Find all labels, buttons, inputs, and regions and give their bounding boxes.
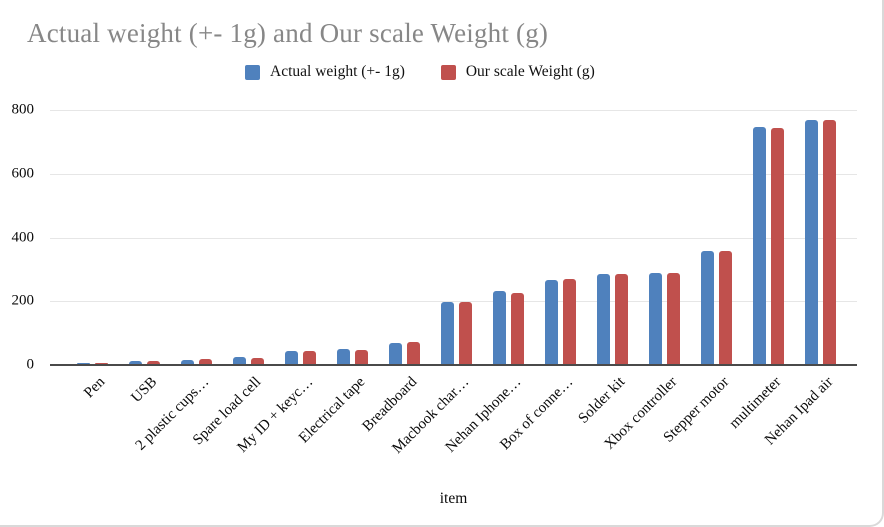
x-axis-labels: Pen USB 2 plastic cups… Spare load cell My I… xyxy=(66,365,846,485)
bar-group xyxy=(690,110,742,364)
bar xyxy=(596,274,610,364)
bar xyxy=(718,251,732,364)
legend-label-our-scale: Our scale Weight (g) xyxy=(465,63,595,80)
bar xyxy=(822,120,836,364)
y-tick-label: 400 xyxy=(11,229,35,246)
bar xyxy=(76,363,90,364)
bar xyxy=(388,343,402,364)
x-tick-label: Pen xyxy=(81,374,109,402)
gridline xyxy=(50,174,857,175)
chart-title: Actual weight (+- 1g) and Our scale Weig… xyxy=(27,18,549,48)
legend-swatch-actual-weight-icon xyxy=(245,64,260,80)
bar xyxy=(302,351,316,364)
x-tick-label: USB xyxy=(128,374,161,406)
bar xyxy=(354,350,368,364)
bar-group xyxy=(118,110,170,364)
gridline xyxy=(50,301,857,302)
bar-group xyxy=(222,110,274,364)
x-tick-label: Solder kit xyxy=(575,374,629,427)
x-axis-line xyxy=(50,364,857,366)
bar xyxy=(250,358,264,364)
bar-group xyxy=(794,110,846,364)
bar-group xyxy=(586,110,638,364)
bar xyxy=(336,349,350,364)
y-axis-labels: 0 200 400 600 800 xyxy=(0,102,42,373)
bar xyxy=(128,361,142,364)
bar xyxy=(648,273,662,364)
bar xyxy=(492,291,506,364)
bar-group xyxy=(638,110,690,364)
bar xyxy=(198,359,212,364)
y-tick-label: 0 xyxy=(26,356,35,373)
bar-group xyxy=(430,110,482,364)
bar xyxy=(666,273,680,364)
bar xyxy=(700,251,714,364)
bar xyxy=(614,274,628,364)
bar xyxy=(284,351,298,364)
legend-entry-actual-weight: Actual weight (+- 1g) xyxy=(245,63,405,81)
bar-group xyxy=(482,110,534,364)
legend-swatch-our-scale-icon xyxy=(440,64,456,80)
legend-entry-our-scale: Our scale Weight (g) xyxy=(440,63,595,81)
bar xyxy=(94,363,108,364)
bar xyxy=(544,280,558,364)
bar-group xyxy=(66,110,118,364)
bar xyxy=(180,360,194,364)
bar-group xyxy=(742,110,794,364)
legend-label-actual-weight: Actual weight (+- 1g) xyxy=(270,63,405,80)
bar xyxy=(510,293,524,364)
y-tick-label: 200 xyxy=(11,292,35,309)
bars-row xyxy=(66,110,846,364)
bar xyxy=(804,120,818,364)
plot-area: Pen USB 2 plastic cups… Spare load cell My I… xyxy=(50,110,857,457)
bar xyxy=(232,357,246,364)
bar xyxy=(562,279,576,364)
bar-group xyxy=(274,110,326,364)
legend: Actual weight (+- 1g) Our scale Weight (… xyxy=(245,63,595,81)
bar-group xyxy=(170,110,222,364)
bar xyxy=(406,342,420,364)
x-axis-title: item xyxy=(439,490,468,507)
gridline xyxy=(50,238,857,239)
y-tick-label: 800 xyxy=(11,101,35,118)
bar-group xyxy=(534,110,586,364)
bar-group xyxy=(378,110,430,364)
bar xyxy=(440,302,454,364)
bar xyxy=(458,302,472,364)
y-tick-label: 600 xyxy=(11,165,35,182)
bar-group xyxy=(326,110,378,364)
bar xyxy=(146,361,160,364)
bar xyxy=(770,128,784,364)
bar xyxy=(752,127,766,364)
gridline xyxy=(50,110,857,111)
